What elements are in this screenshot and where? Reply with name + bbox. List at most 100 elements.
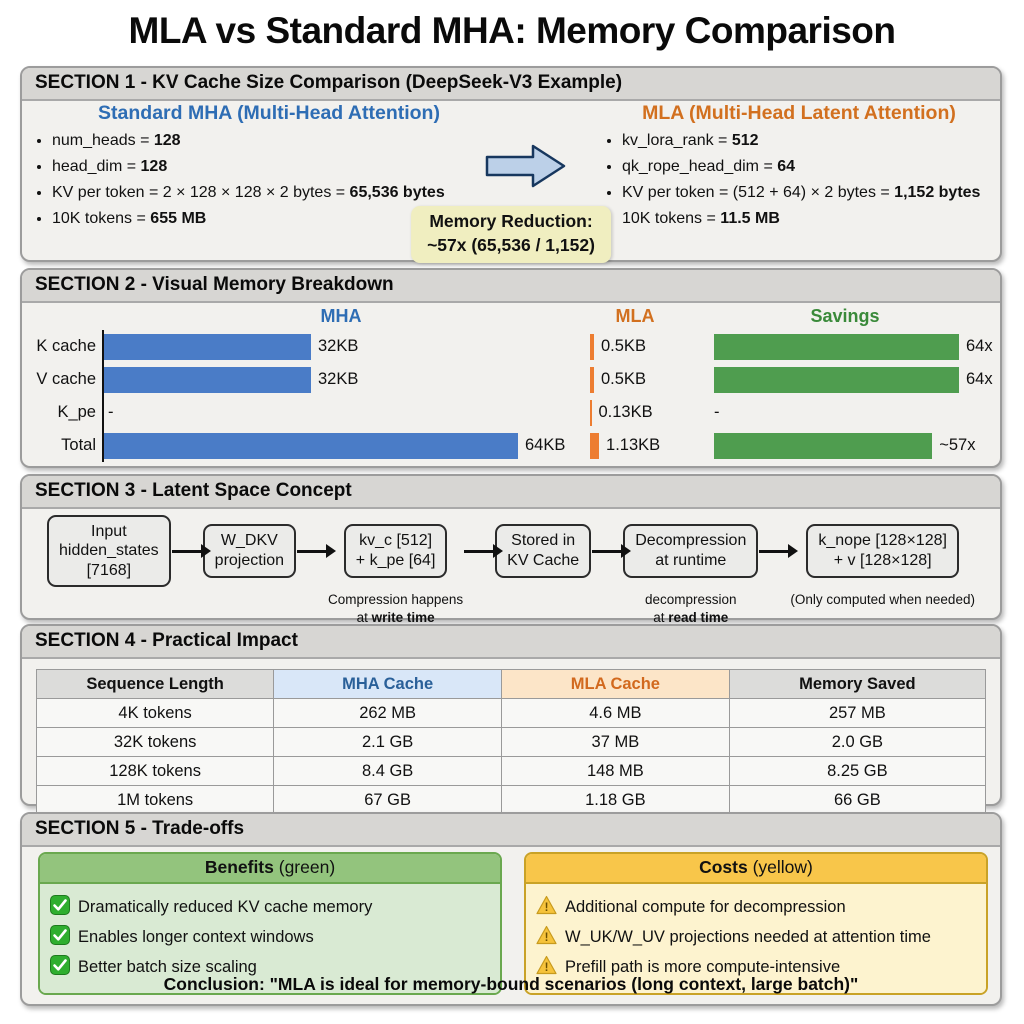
svg-text:!: ! bbox=[545, 962, 549, 974]
flow-step-1: Input hidden_states [7168] bbox=[47, 513, 171, 626]
table-row: 32K tokens 2.1 GB 37 MB 2.0 GB bbox=[35, 727, 987, 757]
section-1-kv-cache-comparison: SECTION 1 - KV Cache Size Comparison (De… bbox=[20, 66, 1002, 264]
table-col-header: Sequence Length bbox=[35, 669, 275, 699]
table-cell: 2.1 GB bbox=[273, 727, 502, 757]
table-cell: 257 MB bbox=[728, 698, 987, 728]
flow-box-line: [7168] bbox=[86, 561, 132, 579]
mha-bar-zone: 64KB bbox=[102, 429, 580, 462]
section-3-latent-space-concept: SECTION 3 - Latent Space Concept Input hi… bbox=[20, 474, 1002, 625]
memory-reduction-callout: Memory Reduction: ~57x (65,536 / 1,152) bbox=[411, 206, 611, 264]
tradeoff-item-text: W_UK/W_UV projections needed at attentio… bbox=[565, 928, 931, 946]
flow-box: W_DKV projection bbox=[202, 524, 297, 578]
mha-bar bbox=[104, 366, 311, 393]
svg-text:!: ! bbox=[545, 932, 549, 944]
flow-arrow-slot bbox=[758, 513, 799, 589]
flow-box-slot: kv_c [512] + k_pe [64] bbox=[343, 513, 448, 589]
section-1-header: SECTION 1 - KV Cache Size Comparison (De… bbox=[22, 68, 1000, 101]
table-col-header: MHA Cache bbox=[273, 669, 502, 699]
table-cell: 8.4 GB bbox=[273, 756, 502, 786]
benefits-title-bold: Benefits bbox=[204, 857, 274, 877]
chart-category-label: V cache bbox=[36, 370, 96, 388]
mha-no-value: - bbox=[108, 403, 114, 421]
flow-box-slot: Stored in KV Cache bbox=[495, 513, 592, 589]
flow-caption-line: decompression bbox=[644, 592, 737, 607]
chart-row-total: Total 64KB 1.13KB ~57x bbox=[22, 429, 1000, 462]
tradeoff-item-text: Enables longer context windows bbox=[78, 928, 314, 946]
flow-box-line: kv_c [512] bbox=[359, 532, 433, 550]
table-cell: 128K tokens bbox=[35, 756, 275, 786]
arrow-right-icon bbox=[297, 544, 337, 558]
mha-bullet-list: num_heads = 128head_dim = 128KV per toke… bbox=[52, 128, 510, 232]
costs-title-bold: Costs bbox=[699, 857, 748, 877]
arrow-right-icon bbox=[592, 544, 632, 558]
savings-bar-value: 64x bbox=[966, 337, 993, 355]
table-cell: 37 MB bbox=[501, 727, 730, 757]
flow-caption-line: (Only computed when needed) bbox=[790, 592, 975, 607]
costs-card-title: Costs (yellow) bbox=[526, 854, 986, 884]
tradeoff-item: ! Additional compute for decompression bbox=[536, 895, 976, 920]
flow-box-line: W_DKV bbox=[220, 532, 278, 550]
table-cell: 67 GB bbox=[273, 785, 502, 815]
flow-box: Stored in KV Cache bbox=[495, 524, 592, 578]
costs-title-rest: (yellow) bbox=[747, 857, 813, 877]
flow-box-slot: k_nope [128×128] + v [128×128] bbox=[806, 513, 959, 589]
tradeoff-item-text: Dramatically reduced KV cache memory bbox=[78, 898, 373, 916]
savings-bar-zone: 64x bbox=[690, 330, 1000, 363]
savings-bar bbox=[714, 432, 933, 459]
memory-reduction-value: ~57x (65,536 / 1,152) bbox=[427, 234, 595, 255]
flow-box-line: Stored in bbox=[511, 532, 576, 550]
table-row: 128K tokens 8.4 GB 148 MB 8.25 GB bbox=[35, 756, 987, 786]
savings-bar-value: 64x bbox=[966, 370, 993, 388]
bullet-item: num_heads = 128 bbox=[52, 128, 510, 154]
flow-box-slot: Decompression at runtime bbox=[623, 513, 759, 589]
flow-arrow-slot bbox=[591, 513, 632, 589]
mla-bar bbox=[590, 333, 594, 360]
flow-box-slot: W_DKV projection bbox=[202, 513, 297, 589]
tradeoff-item-text: Additional compute for decompression bbox=[565, 898, 846, 916]
flow-box: k_nope [128×128] + v [128×128] bbox=[806, 524, 959, 578]
savings-bar bbox=[714, 366, 959, 393]
savings-bar-zone: 64x bbox=[690, 363, 1000, 396]
arrow-right-icon bbox=[171, 544, 211, 558]
benefits-card: Benefits (green) Dramatically reduced KV… bbox=[38, 852, 502, 995]
section-4-practical-impact: SECTION 4 - Practical Impact Sequence Le… bbox=[20, 624, 1002, 815]
bullet-item: qk_rope_head_dim = 64 bbox=[622, 154, 1000, 180]
mla-bar bbox=[590, 399, 592, 426]
benefits-title-rest: (green) bbox=[273, 857, 336, 877]
chart-category-label: Total bbox=[61, 436, 96, 454]
warning-icon: ! bbox=[536, 955, 557, 980]
mla-bar bbox=[590, 366, 594, 393]
flow-step-2: W_DKV projection bbox=[202, 513, 297, 626]
mha-bar-zone: - bbox=[102, 396, 580, 429]
flow-box: Input hidden_states [7168] bbox=[47, 514, 171, 588]
table-cell: 262 MB bbox=[273, 698, 502, 728]
check-icon bbox=[50, 925, 70, 950]
benefits-list: Dramatically reduced KV cache memory Enab… bbox=[40, 884, 500, 993]
mha-bar-zone: 32KB bbox=[102, 330, 580, 363]
savings-bar-zone: - bbox=[690, 396, 1000, 429]
chart-row-v-cache: V cache 32KB 0.5KB 64x bbox=[22, 363, 1000, 396]
flow-box-line: hidden_states bbox=[59, 542, 159, 560]
memory-reduction-title: Memory Reduction: bbox=[429, 211, 593, 231]
flow-box-line: k_nope [128×128] bbox=[818, 532, 947, 550]
chart-category-label: K cache bbox=[36, 337, 96, 355]
table-cell: 2.0 GB bbox=[728, 727, 987, 757]
section-3-header: SECTION 3 - Latent Space Concept bbox=[22, 476, 1000, 509]
flow-box-line: KV Cache bbox=[507, 552, 580, 569]
mha-bar-value: 32KB bbox=[318, 370, 359, 388]
conclusion-text: Conclusion: "MLA is ideal for memory-bou… bbox=[163, 974, 859, 994]
table-cell: 66 GB bbox=[728, 785, 987, 815]
flow-box-slot: Input hidden_states [7168] bbox=[47, 513, 171, 589]
table-header-row: Sequence Length MHA Cache MLA Cache Memory … bbox=[35, 669, 987, 699]
mla-bar-value: 1.13KB bbox=[606, 436, 661, 454]
mla-bar-value: 0.5KB bbox=[601, 370, 646, 388]
costs-list: ! Additional compute for decompression! W_… bbox=[526, 884, 986, 993]
warning-icon: ! bbox=[536, 895, 557, 920]
flow-step-6: k_nope [128×128] + v [128×128] (Only compu… bbox=[790, 513, 975, 626]
mla-bar-value: 0.13KB bbox=[598, 403, 653, 421]
flow-box-line: + v [128×128] bbox=[833, 552, 932, 569]
mha-heading: Standard MHA (Multi-Head Attention) bbox=[98, 102, 440, 124]
costs-card: Costs (yellow) ! Additional compute for d… bbox=[524, 852, 988, 995]
tradeoff-item: Enables longer context windows bbox=[50, 925, 490, 950]
mha-bar-value: 64KB bbox=[525, 436, 566, 454]
